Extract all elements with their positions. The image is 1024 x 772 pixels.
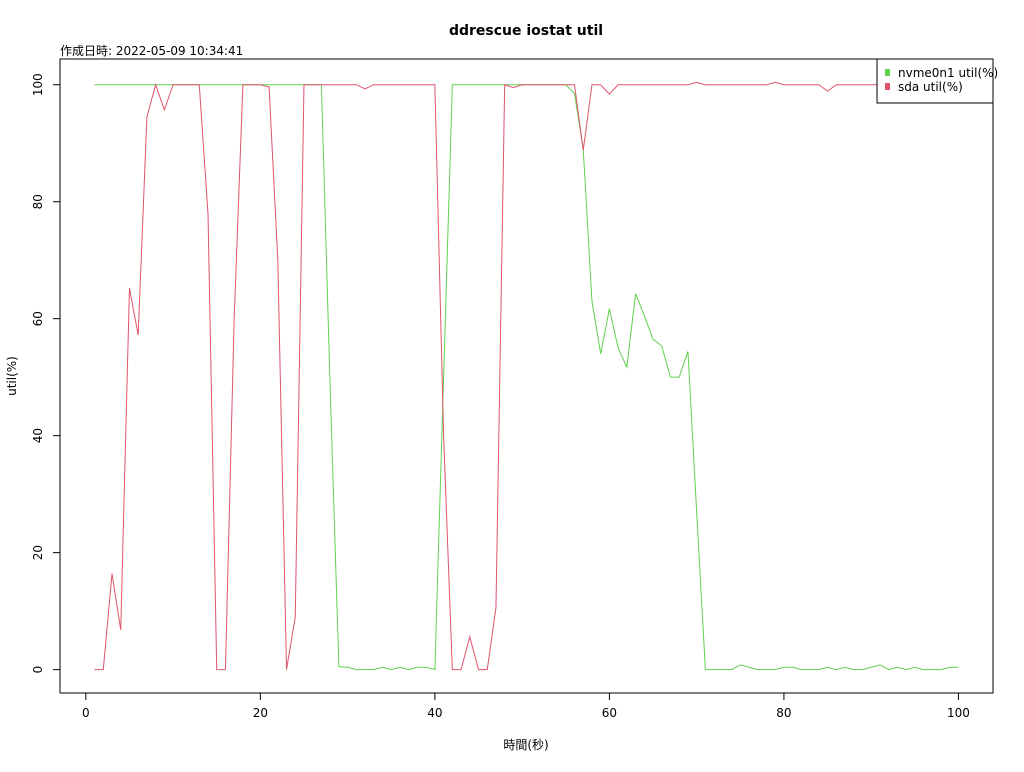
y-tick-label: 0 (31, 666, 45, 674)
legend-swatch (885, 83, 890, 90)
y-tick-label: 100 (31, 73, 45, 96)
y-tick-label: 60 (31, 311, 45, 326)
chart-title: ddrescue iostat util (449, 23, 603, 39)
legend-swatch (885, 69, 890, 76)
chart-subtitle: 作成日時: 2022-05-09 10:34:41 (60, 44, 243, 58)
x-tick-label: 80 (776, 706, 791, 720)
y-tick-label: 40 (31, 428, 45, 443)
y-tick-label: 80 (31, 194, 45, 209)
x-tick-label: 100 (947, 706, 970, 720)
x-tick-label: 0 (82, 706, 90, 720)
data-line (94, 81, 959, 671)
x-tick-label: 60 (602, 706, 617, 720)
legend-label: sda util(%) (898, 80, 963, 94)
x-tick-label: 40 (427, 706, 442, 720)
y-tick-label: 20 (31, 545, 45, 560)
x-tick-label: 20 (253, 706, 268, 720)
y-axis-label: util(%) (5, 356, 19, 396)
legend-box (876, 58, 994, 104)
legend-label: nvme0n1 util(%) (898, 66, 998, 80)
x-axis-label: 時間(秒) (503, 738, 548, 752)
